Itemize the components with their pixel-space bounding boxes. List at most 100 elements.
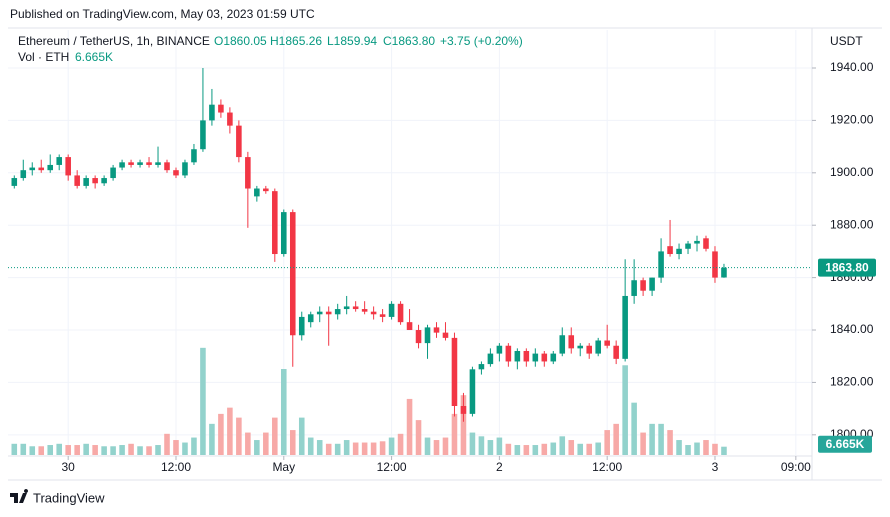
volume-bar: [442, 437, 449, 455]
candle-body: [110, 167, 116, 179]
candle-body: [74, 175, 80, 186]
ohlc-value: H1865.26: [270, 34, 322, 48]
candle-body: [649, 277, 655, 291]
volume-bar: [245, 432, 251, 455]
volume-bar: [406, 398, 413, 455]
volume-bar: [514, 445, 521, 455]
logo-icon: [10, 489, 29, 503]
volume-bar: [361, 442, 368, 455]
volume-bar: [685, 445, 691, 455]
volume-bar: [649, 423, 655, 455]
volume-bar: [496, 437, 503, 455]
candle-body: [155, 162, 161, 165]
volume-bar: [559, 436, 566, 455]
candle-body: [245, 157, 251, 189]
candle-body: [173, 170, 179, 176]
candle-body: [640, 280, 646, 291]
ohlc-value: C1863.80: [383, 34, 435, 48]
volume-bar: [703, 440, 709, 455]
y-tick-label: 1820.00: [830, 375, 874, 389]
candle-body: [586, 345, 593, 354]
candle-body: [523, 350, 530, 362]
volume-bar: [316, 440, 323, 455]
volume-bar: [200, 347, 206, 455]
volume-bar: [236, 417, 242, 455]
candle-body: [272, 191, 278, 255]
volume-bar: [83, 443, 89, 455]
candle-body: [209, 104, 215, 121]
candle-body: [65, 157, 71, 176]
volume-bar: [298, 417, 305, 455]
candle-body: [397, 303, 404, 323]
y-tick-label: 1880.00: [830, 217, 874, 231]
volume-bar: [11, 443, 18, 455]
candle-body: [325, 311, 332, 315]
candle-body: [200, 120, 206, 150]
symbol-title: Ethereum / TetherUS, 1h, BINANCE: [18, 34, 210, 48]
volume-bar: [415, 420, 422, 455]
volume-bar: [101, 446, 107, 455]
brand-name: TradingView: [33, 490, 105, 505]
candle-body: [541, 353, 548, 362]
volume-bar: [658, 423, 664, 455]
candle-body: [433, 327, 440, 333]
candle-body: [146, 162, 152, 165]
volume-bar: [568, 440, 575, 455]
volume-bar: [370, 442, 377, 455]
last-price-label: 1863.80: [825, 260, 869, 274]
candle-body: [227, 112, 233, 126]
brand-logo: TradingView: [10, 489, 105, 505]
candle-body: [128, 162, 134, 165]
volume-bar: [227, 407, 233, 455]
candle-body: [316, 311, 323, 315]
volume-bar: [29, 446, 36, 455]
candle-body: [559, 335, 566, 354]
volume-bar: [334, 443, 341, 455]
volume-value-axis-label: 6.665K: [826, 437, 865, 451]
candle-body: [577, 345, 584, 349]
volume-bar: [487, 440, 494, 455]
volume-bar: [47, 445, 54, 455]
volume-value: 6.665K: [75, 50, 113, 64]
volume-bar: [343, 440, 350, 455]
volume-bar: [218, 413, 224, 455]
candle-body: [685, 243, 691, 249]
volume-bar: [20, 443, 27, 455]
candle-body: [343, 306, 350, 310]
last-price-box: [818, 258, 876, 277]
candle-body: [721, 267, 727, 278]
volume-bar: [155, 445, 161, 455]
volume-bar: [397, 433, 404, 455]
volume-bar: [38, 446, 45, 455]
volume-value-box: [818, 435, 872, 453]
volume-bar: [550, 442, 557, 455]
volume-bar: [56, 443, 62, 455]
volume-bar: [65, 445, 71, 455]
candle-body: [631, 280, 637, 296]
y-tick-label: 1940.00: [830, 60, 874, 74]
volume-bar: [272, 417, 278, 455]
candle-body: [236, 125, 242, 158]
candle-body: [388, 303, 395, 317]
y-tick-label: 1920.00: [830, 113, 874, 127]
volume-bar: [622, 365, 628, 455]
candle-body: [20, 170, 27, 179]
candle-body: [622, 295, 628, 359]
candle-body: [11, 178, 18, 186]
candle-body: [532, 353, 539, 362]
candle-body: [307, 314, 314, 323]
candle-body: [460, 406, 467, 414]
y-tick-label: 1840.00: [830, 322, 874, 336]
volume-bar: [424, 437, 431, 455]
x-tick-label: 3: [712, 460, 719, 474]
volume-bar: [604, 430, 610, 455]
candle-body: [47, 164, 54, 171]
volume-title: Vol · ETH: [18, 50, 69, 64]
volume-bar: [164, 433, 170, 455]
volume-bar: [110, 446, 116, 455]
volume-bar: [281, 369, 287, 455]
candle-body: [352, 306, 359, 310]
volume-bar: [613, 423, 619, 455]
candle-body: [254, 188, 260, 197]
volume-bar: [469, 432, 476, 455]
